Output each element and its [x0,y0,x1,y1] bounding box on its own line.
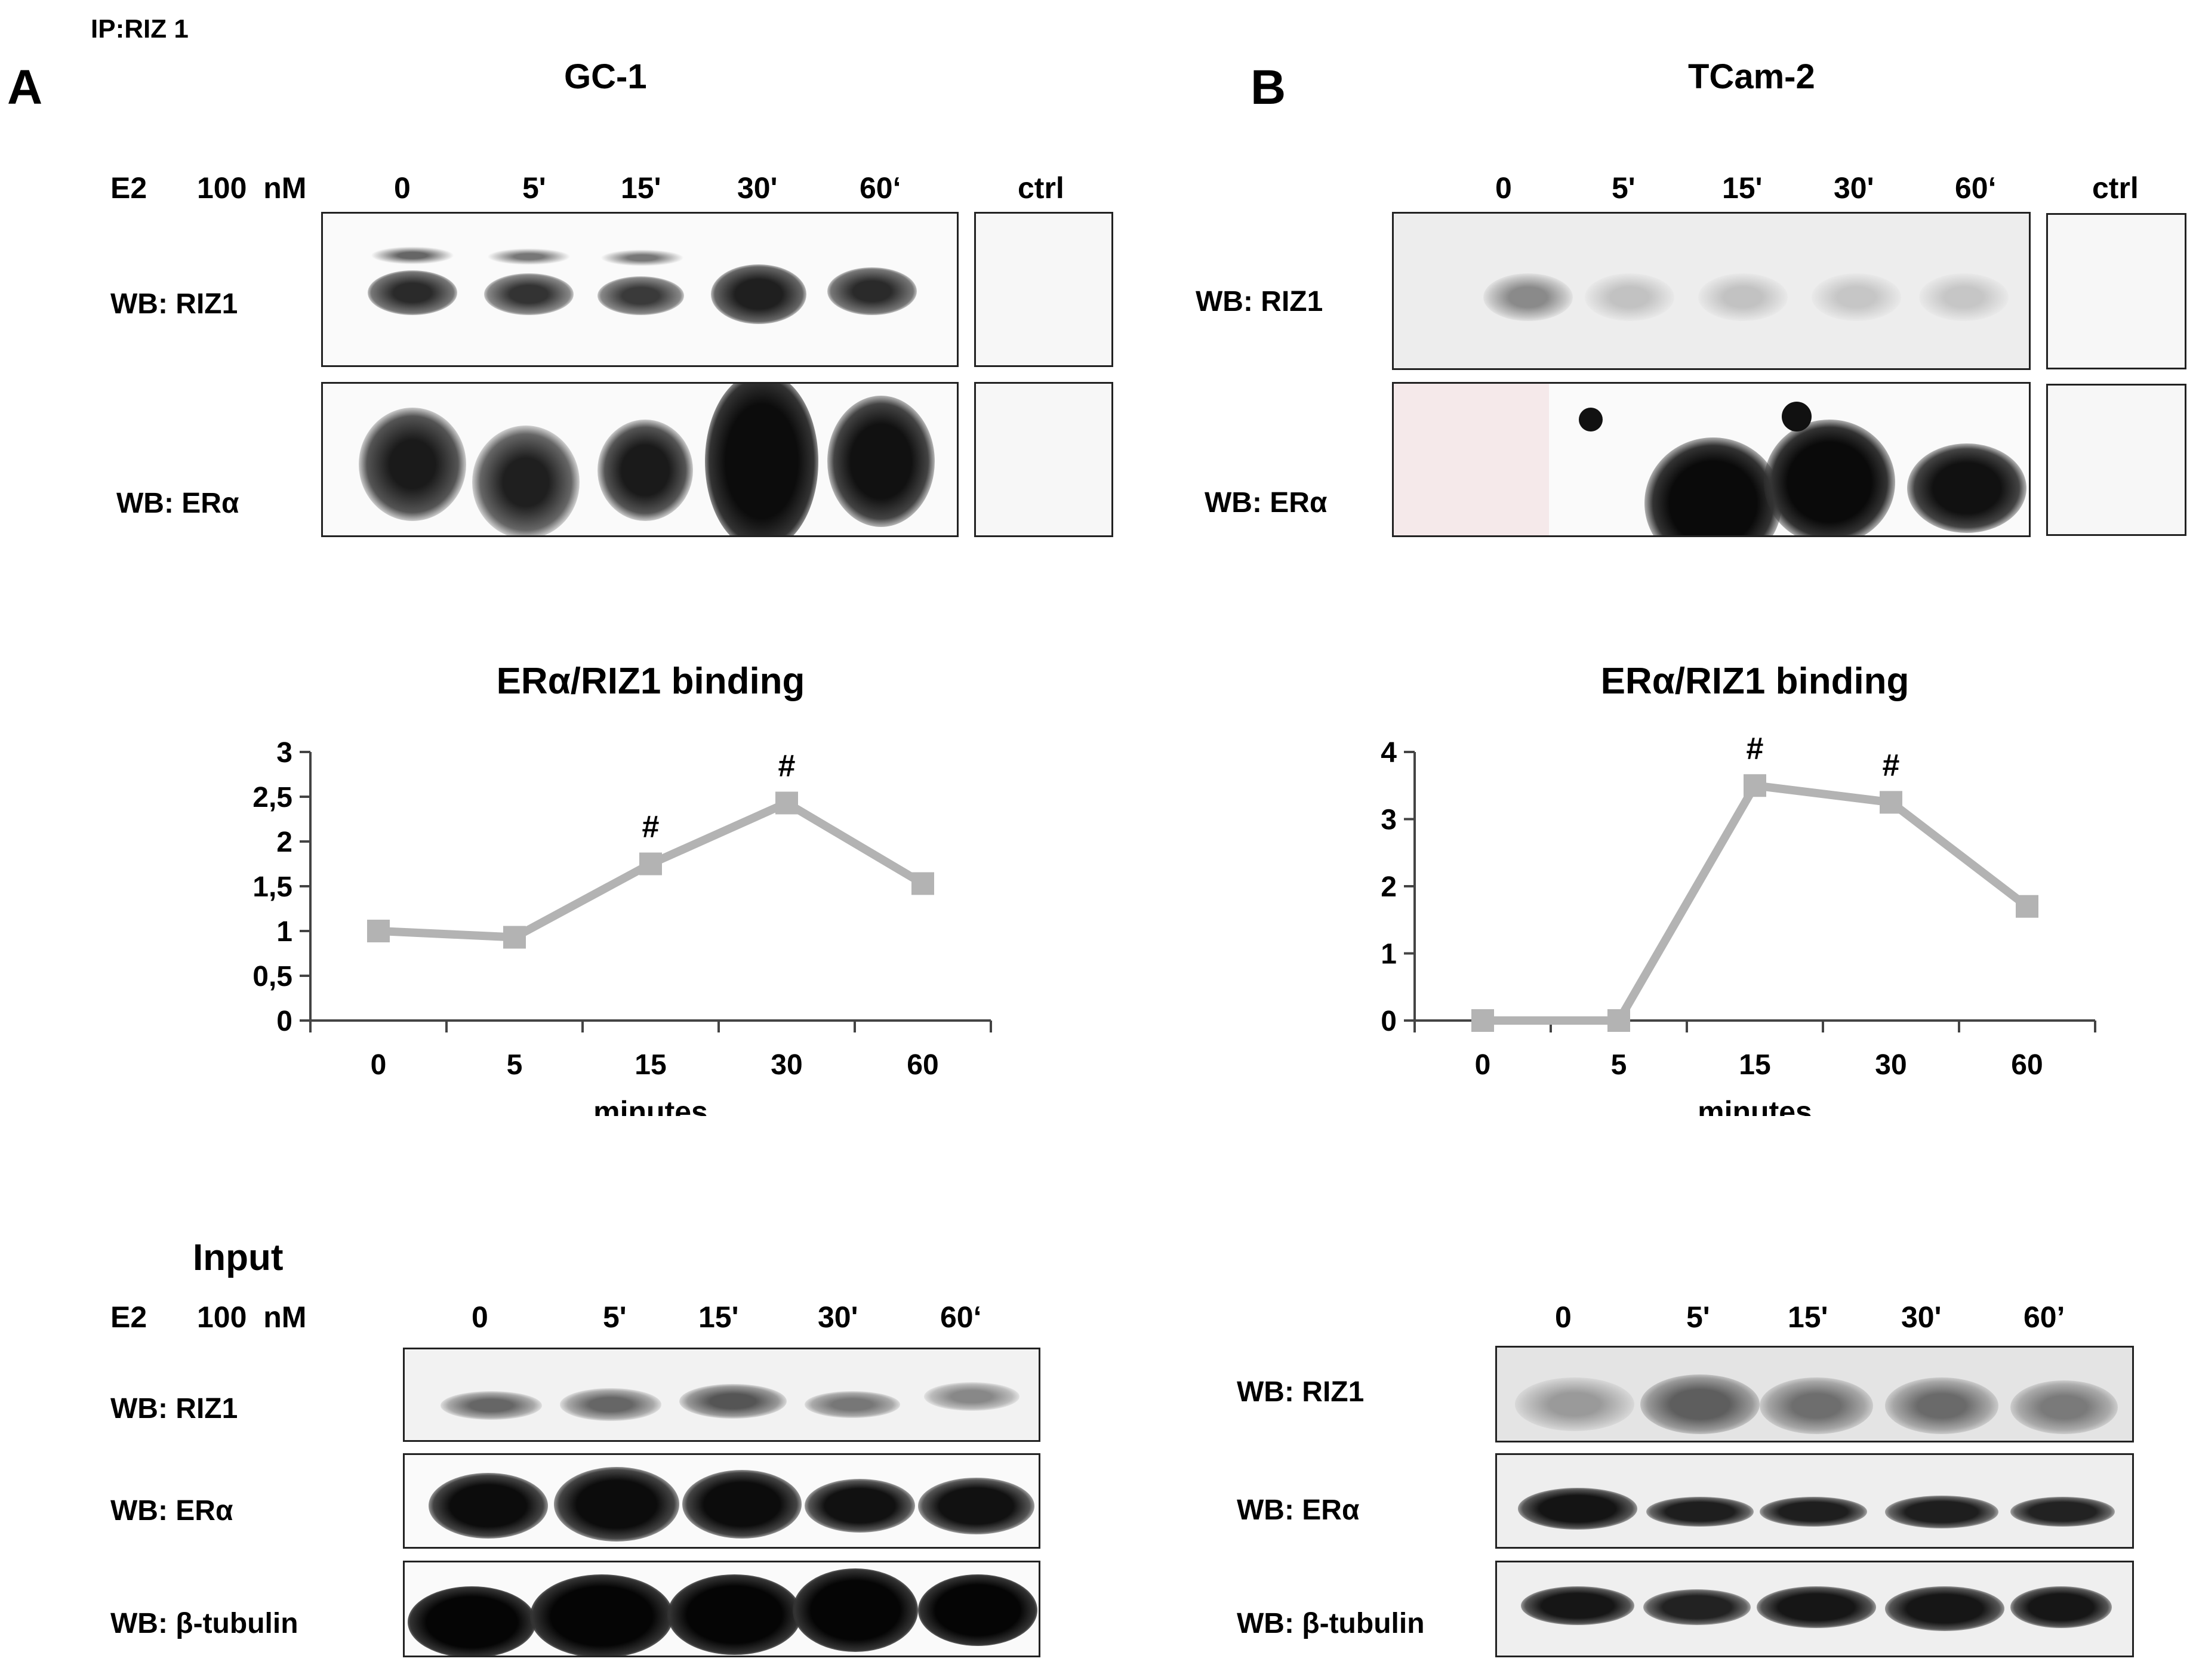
panel-a-treatment: E2 [110,171,147,205]
panel-a-ip-era-ctrl-blot [974,382,1113,537]
input-a-riz1-blot [403,1348,1040,1442]
panel-b-row-era: WB: ERα [1205,487,1328,519]
panel-b-ip-riz1-ctrl-blot [2046,213,2186,369]
y-tick-label: 2,5 [252,782,292,813]
data-point [775,791,798,815]
panel-b-lane-1: 5' [1612,171,1636,205]
x-tick-label: 60 [2011,1049,2043,1081]
input-b-lane-3: 30' [1901,1300,1942,1334]
chart-title: ERα/RIZ1 binding [497,661,805,702]
input-a-row-riz1: WB: RIZ1 [110,1393,238,1425]
data-point [911,872,934,895]
y-tick-label: 1 [1381,939,1397,970]
data-point [367,920,390,942]
panel-b-lane-0: 0 [1495,171,1512,205]
x-tick-label: 0 [1475,1049,1491,1081]
panel-a-lane-1: 5' [522,171,546,205]
panel-b-ip-era-blot [1392,382,2031,537]
input-b-lane-4: 60’ [2023,1300,2065,1334]
panel-b-ctrl-label: ctrl [2092,171,2139,205]
input-b-tubulin-blot [1495,1561,2134,1657]
y-tick-label: 3 [276,737,292,769]
panel-a-row-era: WB: ERα [116,488,239,519]
input-a-lane-2: 15' [698,1300,739,1334]
input-a-tubulin-blot [403,1561,1040,1657]
y-tick-label: 0,5 [252,961,292,992]
data-point [1607,1009,1630,1032]
panel-a-lane-3: 30' [737,171,778,205]
data-point [503,926,526,949]
x-axis-label: minutes [1698,1095,1812,1116]
input-b-lane-2: 15' [1788,1300,1828,1334]
x-tick-label: 30 [771,1049,802,1081]
panel-b-letter: B [1251,60,1286,115]
x-tick-label: 60 [907,1049,938,1081]
panel-b-ip-riz1-blot [1392,212,2031,370]
ip-label: IP:RIZ 1 [91,14,189,44]
panel-b-lane-3: 30' [1834,171,1874,205]
input-b-lane-1: 5' [1686,1300,1710,1334]
input-title: Input [193,1237,284,1278]
significance-mark: # [1747,731,1764,766]
y-tick-label: 2 [1381,871,1397,903]
y-tick-label: 3 [1381,804,1397,836]
significance-mark: # [1883,748,1900,782]
input-b-era-blot [1495,1453,2134,1549]
x-tick-label: 5 [1611,1049,1627,1081]
input-a-lane-0: 0 [472,1300,488,1334]
input-b-lane-0: 0 [1555,1300,1572,1334]
chart-title: ERα/RIZ1 binding [1601,661,1909,702]
panel-b-lane-4: 60‘ [1955,171,1997,205]
input-b-riz1-blot [1495,1346,2134,1442]
input-a-lane-1: 5' [603,1300,627,1334]
significance-mark: # [642,810,660,844]
panel-a-dose: 100 nM [197,171,307,205]
data-point [1880,791,1902,814]
input-a-dose: 100 nM [197,1300,307,1334]
significance-mark: # [778,749,796,784]
panel-b-row-riz1: WB: RIZ1 [1196,286,1323,317]
y-tick-label: 1,5 [252,871,292,903]
input-a-lane-3: 30' [818,1300,858,1334]
series-line [1483,781,2030,1025]
data-point [1744,774,1766,797]
data-point [639,852,662,876]
panel-a-lane-4: 60‘ [860,171,901,205]
input-a-lane-4: 60‘ [940,1300,982,1334]
x-tick-label: 0 [371,1049,387,1081]
panel-a-ip-riz1-blot [321,212,959,367]
input-b-row-era: WB: ERα [1237,1494,1360,1526]
x-tick-label: 15 [1739,1049,1770,1081]
panel-b-ip-era-ctrl-blot [2046,384,2186,536]
y-tick-label: 0 [276,1006,292,1037]
panel-a-ip-era-blot [321,382,959,537]
panel-b-lane-2: 15' [1722,171,1763,205]
panel-a-ctrl-label: ctrl [1018,171,1064,205]
panel-b-cell-line: TCam-2 [1688,57,1815,96]
y-tick-label: 2 [276,827,292,858]
x-tick-label: 15 [635,1049,666,1081]
y-tick-label: 1 [276,916,292,948]
input-a-row-era: WB: ERα [110,1495,233,1527]
input-b-row-riz1: WB: RIZ1 [1237,1376,1365,1408]
x-axis-label: minutes [593,1095,708,1116]
y-tick-label: 0 [1381,1006,1397,1037]
data-point [1471,1009,1494,1032]
input-b-row-tubulin: WB: β-tubulin [1237,1608,1425,1639]
panel-a-lane-0: 0 [394,171,411,205]
y-tick-label: 4 [1381,737,1397,769]
panel-a-cell-line: GC-1 [564,57,647,96]
input-a-era-blot [403,1453,1040,1549]
panel-a-ip-riz1-ctrl-blot [974,212,1113,367]
x-tick-label: 30 [1875,1049,1907,1081]
panel-a-letter: A [7,60,43,115]
input-a-treatment: E2 [110,1300,147,1334]
chart-b: ERα/RIZ1 binding 0 1 2 3 4 0 5 15 30 60 minutes # # [1381,661,2096,1116]
x-tick-label: 5 [507,1049,523,1081]
input-a-row-tubulin: WB: β-tubulin [110,1608,298,1639]
panel-a-lane-2: 15' [621,171,661,205]
data-point [2016,895,2038,918]
panel-a-row-riz1: WB: RIZ1 [110,288,238,320]
